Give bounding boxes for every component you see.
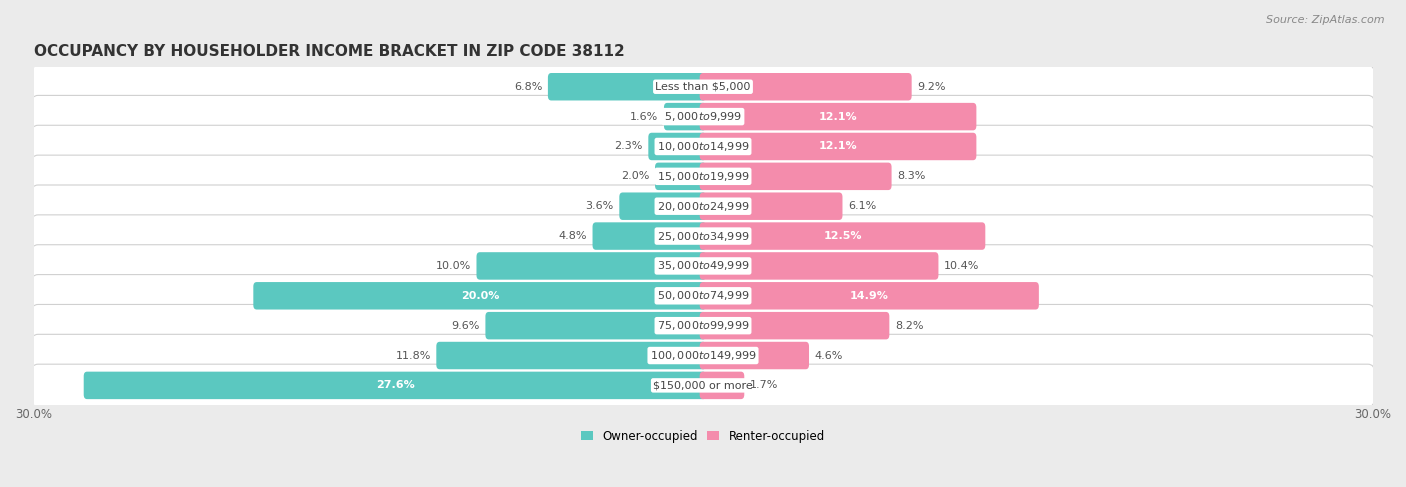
- Text: 12.1%: 12.1%: [818, 141, 858, 151]
- Text: $100,000 to $149,999: $100,000 to $149,999: [650, 349, 756, 362]
- FancyBboxPatch shape: [31, 66, 1375, 108]
- Text: 4.6%: 4.6%: [814, 351, 844, 360]
- Text: 1.7%: 1.7%: [749, 380, 779, 391]
- Text: $150,000 or more: $150,000 or more: [654, 380, 752, 391]
- FancyBboxPatch shape: [700, 342, 808, 369]
- Text: 2.3%: 2.3%: [614, 141, 643, 151]
- Text: 12.1%: 12.1%: [818, 112, 858, 122]
- FancyBboxPatch shape: [700, 103, 976, 131]
- FancyBboxPatch shape: [31, 155, 1375, 198]
- Text: 14.9%: 14.9%: [849, 291, 889, 301]
- Text: $5,000 to $9,999: $5,000 to $9,999: [664, 110, 742, 123]
- Text: 4.8%: 4.8%: [558, 231, 586, 241]
- Text: 9.6%: 9.6%: [451, 320, 479, 331]
- FancyBboxPatch shape: [31, 95, 1375, 138]
- Text: 8.2%: 8.2%: [896, 320, 924, 331]
- Text: OCCUPANCY BY HOUSEHOLDER INCOME BRACKET IN ZIP CODE 38112: OCCUPANCY BY HOUSEHOLDER INCOME BRACKET …: [34, 44, 624, 59]
- Text: $50,000 to $74,999: $50,000 to $74,999: [657, 289, 749, 302]
- Text: 6.8%: 6.8%: [515, 82, 543, 92]
- FancyBboxPatch shape: [548, 73, 706, 100]
- Text: 10.0%: 10.0%: [436, 261, 471, 271]
- FancyBboxPatch shape: [655, 163, 706, 190]
- FancyBboxPatch shape: [700, 223, 986, 250]
- FancyBboxPatch shape: [31, 364, 1375, 407]
- FancyBboxPatch shape: [700, 372, 744, 399]
- FancyBboxPatch shape: [700, 312, 890, 339]
- FancyBboxPatch shape: [31, 215, 1375, 257]
- Text: 1.6%: 1.6%: [630, 112, 658, 122]
- FancyBboxPatch shape: [592, 223, 706, 250]
- FancyBboxPatch shape: [31, 245, 1375, 287]
- Text: $15,000 to $19,999: $15,000 to $19,999: [657, 170, 749, 183]
- FancyBboxPatch shape: [84, 372, 706, 399]
- FancyBboxPatch shape: [477, 252, 706, 280]
- FancyBboxPatch shape: [619, 192, 706, 220]
- FancyBboxPatch shape: [700, 133, 976, 160]
- Text: Less than $5,000: Less than $5,000: [655, 82, 751, 92]
- Text: $20,000 to $24,999: $20,000 to $24,999: [657, 200, 749, 213]
- FancyBboxPatch shape: [31, 185, 1375, 227]
- Text: 12.5%: 12.5%: [824, 231, 862, 241]
- Text: $10,000 to $14,999: $10,000 to $14,999: [657, 140, 749, 153]
- Text: $35,000 to $49,999: $35,000 to $49,999: [657, 260, 749, 272]
- Text: 3.6%: 3.6%: [585, 201, 614, 211]
- FancyBboxPatch shape: [31, 304, 1375, 347]
- FancyBboxPatch shape: [700, 192, 842, 220]
- FancyBboxPatch shape: [664, 103, 706, 131]
- Text: Source: ZipAtlas.com: Source: ZipAtlas.com: [1267, 15, 1385, 25]
- FancyBboxPatch shape: [700, 163, 891, 190]
- Legend: Owner-occupied, Renter-occupied: Owner-occupied, Renter-occupied: [581, 430, 825, 443]
- Text: $75,000 to $99,999: $75,000 to $99,999: [657, 319, 749, 332]
- FancyBboxPatch shape: [700, 282, 1039, 310]
- FancyBboxPatch shape: [436, 342, 706, 369]
- Text: 20.0%: 20.0%: [461, 291, 499, 301]
- Text: 8.3%: 8.3%: [897, 171, 925, 181]
- FancyBboxPatch shape: [700, 73, 911, 100]
- FancyBboxPatch shape: [485, 312, 706, 339]
- FancyBboxPatch shape: [253, 282, 706, 310]
- Text: $25,000 to $34,999: $25,000 to $34,999: [657, 229, 749, 243]
- Text: 6.1%: 6.1%: [848, 201, 876, 211]
- Text: 2.0%: 2.0%: [621, 171, 650, 181]
- Text: 27.6%: 27.6%: [375, 380, 415, 391]
- FancyBboxPatch shape: [700, 252, 938, 280]
- Text: 11.8%: 11.8%: [395, 351, 430, 360]
- FancyBboxPatch shape: [31, 125, 1375, 168]
- Text: 9.2%: 9.2%: [917, 82, 946, 92]
- FancyBboxPatch shape: [648, 133, 706, 160]
- Text: 10.4%: 10.4%: [943, 261, 980, 271]
- FancyBboxPatch shape: [31, 275, 1375, 317]
- FancyBboxPatch shape: [31, 334, 1375, 377]
